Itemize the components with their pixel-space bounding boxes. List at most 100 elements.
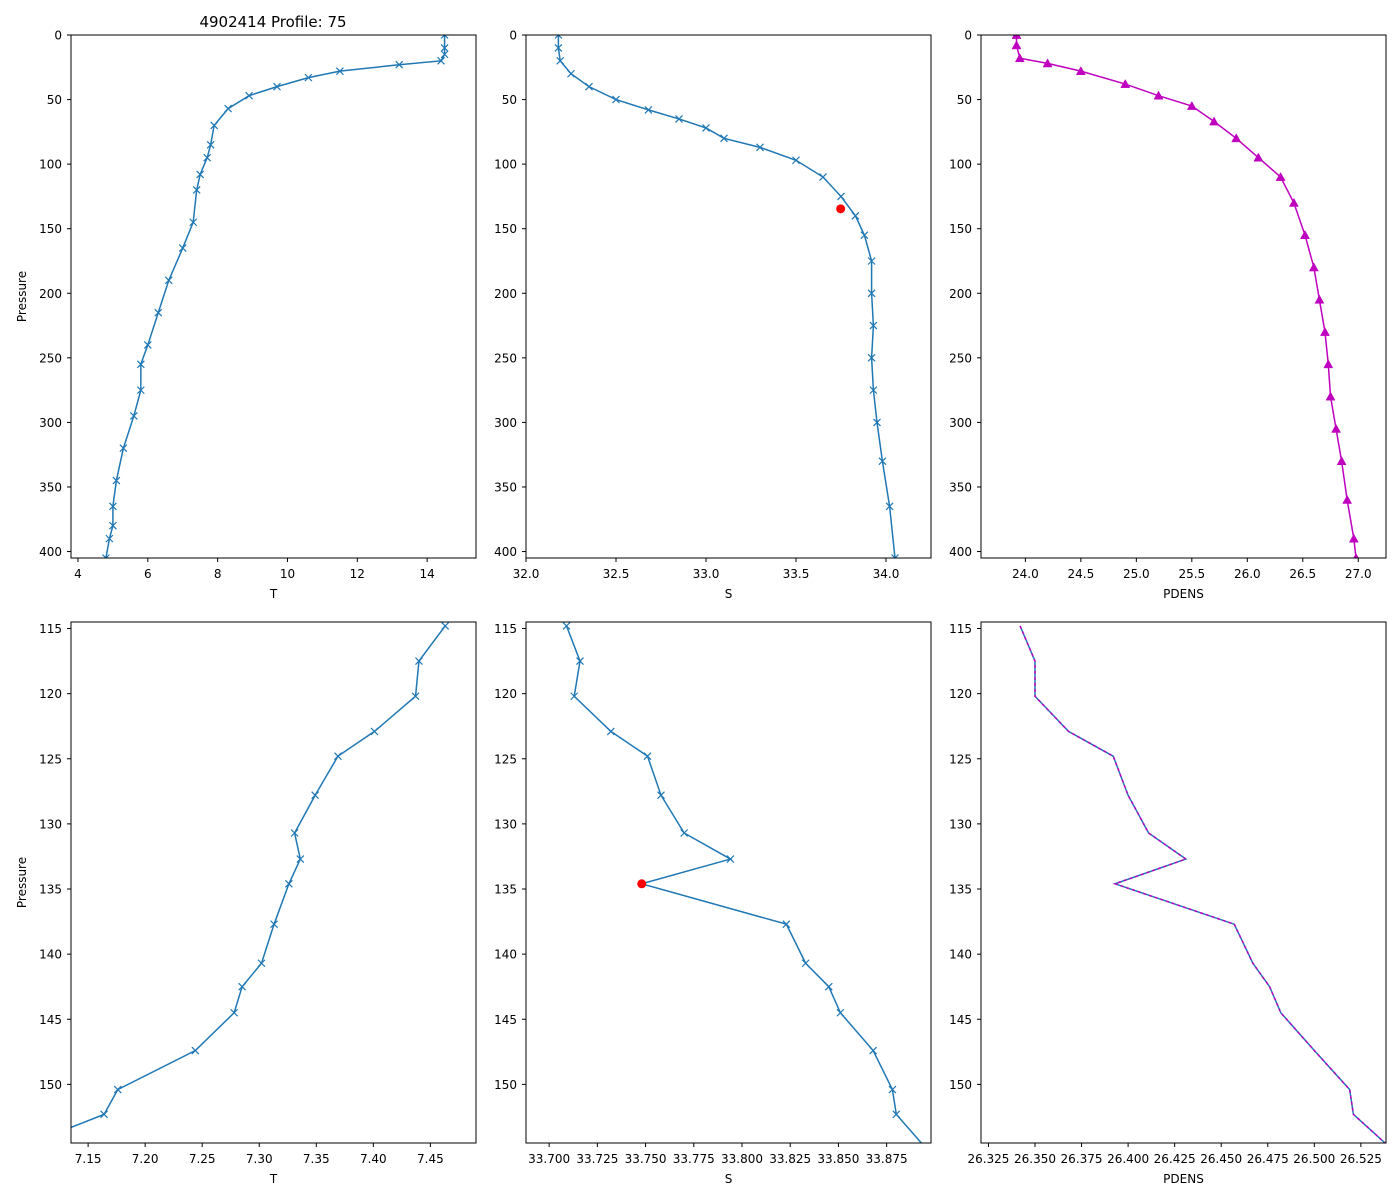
data-point-marker [1275, 172, 1286, 181]
x-tick-label: 8 [214, 567, 222, 581]
y-axis-label: Pressure [15, 271, 29, 322]
data-point-marker [885, 502, 894, 511]
data-point-marker [1314, 294, 1325, 304]
x-tick-label: 7.20 [132, 1152, 159, 1166]
data-point-marker [101, 554, 110, 558]
x-axis-label: PDENS [1163, 1172, 1204, 1186]
x-tick-label: 26.475 [1247, 1152, 1289, 1166]
data-point-marker [836, 1008, 845, 1017]
y-tick-label: 150 [39, 222, 62, 236]
x-axis-label: T [269, 587, 278, 601]
data-point-marker [395, 60, 404, 69]
figure-title: 4902414 Profile: 75 [199, 13, 346, 31]
x-tick-label: 26.350 [1014, 1152, 1056, 1166]
x-tick-label: 24.5 [1068, 567, 1095, 581]
series-line-pdens-dashed [1019, 625, 1386, 1143]
data-point-marker [270, 920, 278, 929]
y-tick-label: 0 [54, 29, 62, 43]
data-point-marker [440, 43, 449, 52]
series-line-s [557, 35, 896, 558]
data-point-marker [143, 341, 152, 349]
y-tick-label: 400 [949, 545, 972, 559]
plot-area [101, 35, 449, 558]
x-tick-label: 26.0 [1234, 567, 1261, 581]
data-point-marker [702, 124, 710, 132]
y-tick-label: 120 [949, 687, 972, 701]
data-point-marker [108, 521, 117, 530]
y-tick-label: 135 [494, 883, 517, 897]
x-tick-label: 33.875 [866, 1152, 908, 1166]
data-point-marker [792, 156, 800, 165]
data-point-marker [257, 959, 266, 968]
y-tick-label: 150 [39, 1078, 62, 1092]
data-point-marker [370, 727, 379, 736]
data-point-marker [720, 134, 728, 143]
axes-frame [70, 621, 477, 1144]
data-point-marker [164, 276, 173, 285]
data-point-marker [1186, 101, 1197, 110]
y-tick-label: 140 [39, 948, 62, 962]
data-point-marker [411, 692, 420, 701]
data-point-marker [869, 321, 878, 330]
data-point-marker [756, 143, 764, 152]
data-point-marker [273, 82, 281, 91]
x-tick-label: 7.45 [417, 1152, 444, 1166]
data-point-marker [196, 170, 205, 179]
plot-area [1019, 625, 1386, 1143]
x-tick-label: 33.825 [769, 1152, 811, 1166]
subplot-top-pdens: 24.0 24.5 25.0 25.5 26.0 26.5 27.0 0 50 100 150 200… [949, 29, 1387, 601]
y-tick-label: 0 [964, 29, 972, 43]
subplot-bottom-temperature: 7.15 7.20 7.25 7.30 7.35 7.40 7.45 115 120 125 130… [15, 621, 477, 1186]
data-point-marker [576, 657, 584, 665]
data-point-marker [1011, 35, 1022, 39]
axes-frame [980, 34, 1387, 559]
data-point-marker [113, 1085, 122, 1094]
data-point-marker [311, 791, 320, 800]
x-tick-label: 26.400 [1107, 1152, 1149, 1166]
data-point-marker [873, 418, 881, 427]
data-point-marker [206, 140, 215, 149]
flagged-point [836, 204, 846, 214]
data-point-marker [136, 386, 145, 395]
data-point-marker [567, 69, 575, 78]
data-point-marker [1300, 230, 1310, 240]
x-tick-label: 26.5 [1289, 567, 1316, 581]
subplot-bottom-salinity: 33.700 33.725 33.750 33.775 33.800 33.825 33.8… [494, 621, 932, 1186]
data-point-marker [1120, 79, 1131, 88]
data-point-marker [1153, 90, 1164, 100]
data-point-marker [304, 73, 313, 82]
y-tick-label: 145 [494, 1013, 517, 1027]
data-point-marker [554, 35, 563, 39]
data-point-marker [440, 50, 449, 59]
data-point-marker [1308, 262, 1319, 272]
x-tick-label: 4 [74, 567, 82, 581]
data-point-marker [570, 692, 579, 701]
x-tick-label: 34.0 [873, 567, 900, 581]
x-tick-label: 14 [419, 567, 434, 581]
data-point-marker [612, 95, 620, 104]
data-point-marker [1320, 326, 1330, 336]
subplot-top-salinity: 32.0 32.5 33.0 33.5 34.0 0 50 100 150 200 250 300 35… [494, 29, 932, 601]
x-tick-label: 7.15 [75, 1152, 102, 1166]
data-point-marker [100, 1110, 109, 1119]
plot-area [71, 622, 450, 1129]
y-tick-label: 50 [502, 93, 517, 107]
data-point-marker [1231, 133, 1242, 143]
x-tick-label: 33.750 [625, 1152, 667, 1166]
data-point-marker [824, 982, 833, 991]
x-tick-label: 26.325 [967, 1152, 1009, 1166]
data-point-marker [224, 104, 233, 113]
x-axis-label: T [269, 1172, 278, 1186]
axes-frame [70, 34, 477, 559]
series-line-pdens [1015, 35, 1357, 558]
data-point-marker [1325, 391, 1336, 401]
series-line-t [105, 35, 446, 558]
data-point-marker [245, 91, 253, 100]
data-point-marker [290, 829, 299, 837]
y-tick-label: 150 [949, 222, 972, 236]
y-tick-label: 100 [949, 158, 972, 172]
data-point-marker [801, 959, 810, 968]
x-tick-label: 10 [280, 567, 295, 581]
data-point-marker [657, 791, 665, 800]
data-point-marker [105, 534, 114, 543]
